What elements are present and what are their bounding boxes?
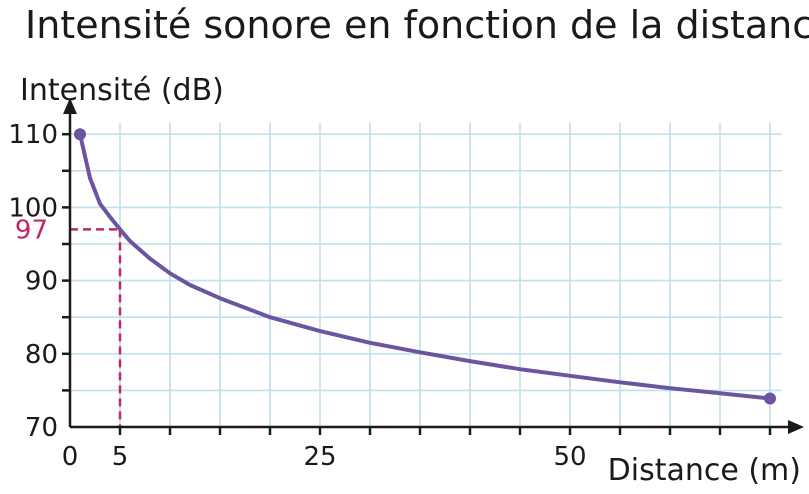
x-tick-label: 25 xyxy=(303,442,336,472)
series-endpoint xyxy=(74,128,86,141)
y-axis-arrow xyxy=(63,98,77,114)
y-tick-label: 110 xyxy=(8,120,58,150)
series-layer xyxy=(74,128,776,405)
y-tick-label: 100 xyxy=(8,193,58,223)
series-endpoint xyxy=(764,392,776,405)
x-axis-label: Distance (m) xyxy=(608,453,801,488)
axes xyxy=(62,98,804,435)
grid xyxy=(70,123,782,427)
x-tick-label: 0 xyxy=(62,442,79,472)
y-axis-label: Intensité (dB) xyxy=(20,73,224,108)
annotation-label: 97 xyxy=(15,215,48,245)
y-tick-label: 70 xyxy=(25,413,58,443)
y-tick-label: 90 xyxy=(25,267,58,297)
x-tick-label: 5 xyxy=(112,442,129,472)
tick-labels: 0 5 25 50 70 80 90 100 110 97 xyxy=(8,120,586,472)
x-tick-label: 50 xyxy=(553,442,586,472)
x-axis-arrow xyxy=(788,420,804,434)
y-tick-label: 80 xyxy=(25,340,58,370)
chart-title: Intensité sonore en fonction de la dista… xyxy=(25,3,809,47)
series-line xyxy=(78,132,772,401)
annotation-guides xyxy=(70,228,122,427)
